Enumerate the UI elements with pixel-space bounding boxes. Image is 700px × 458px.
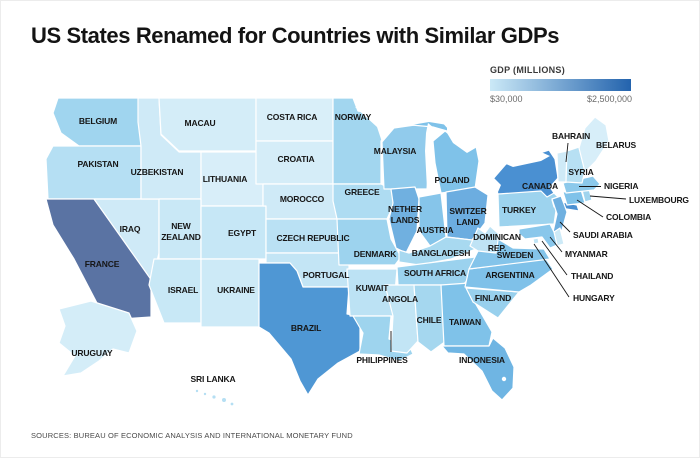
lake-2	[447, 118, 481, 153]
country-label-new-york: CANADA	[522, 181, 558, 191]
country-label-hawaii: SRI LANKA	[191, 374, 236, 384]
state-maine	[578, 116, 610, 173]
country-label-oklahoma: PORTUGAL	[303, 270, 350, 280]
country-label-maine: BELARUS	[596, 140, 637, 150]
page-title: US States Renamed for Countries with Sim…	[31, 23, 560, 48]
lakes-layer	[355, 106, 550, 382]
country-label-texas: BRAZIL	[291, 323, 321, 333]
source-note: SOURCES: BUREAU OF ECONOMIC ANALYSIS AND…	[31, 431, 353, 440]
country-label-indiana: AUSTRIA	[417, 225, 454, 235]
country-label-mississippi: ANGOLA	[382, 294, 418, 304]
state-arizona	[148, 258, 202, 324]
state-hawaii	[229, 401, 235, 407]
country-label-colorado: EGYPT	[228, 228, 257, 238]
country-label-georgia: TAIWAN	[449, 317, 481, 327]
country-label-south-dakota: CROATIA	[277, 154, 314, 164]
country-label-new-hampshire: SYRIA	[568, 167, 593, 177]
states-layer	[45, 97, 610, 407]
country-label-arkansas: KUWAIT	[356, 283, 390, 293]
state-indiana	[418, 192, 447, 247]
legend-gradient-bar	[490, 79, 631, 91]
lake-4	[506, 152, 550, 167]
country-label-pennsylvania: TURKEY	[502, 205, 537, 215]
callout-line-connecticut	[576, 199, 604, 218]
country-label-district-of-columbia: HUNGARY	[573, 293, 615, 303]
state-west-virginia	[469, 225, 500, 254]
state-hawaii	[220, 396, 228, 404]
country-label-ohio: SWITZER LAND	[449, 206, 486, 227]
state-hawaii	[211, 394, 217, 400]
gdp-legend: GDP (MILLIONS) $30,000 $2,500,000	[490, 65, 632, 104]
country-label-alaska: URUGUAY	[71, 348, 113, 358]
lake-3	[477, 177, 501, 193]
state-texas	[258, 262, 361, 396]
country-label-connecticut: COLOMBIA	[606, 212, 651, 222]
callout-line-vermont	[565, 142, 569, 163]
country-label-arizona: ISRAEL	[168, 285, 198, 295]
labels-layer: BELGIUM PAKISTAN FRANCE IRAQ UZBEKISTAN MACAU…	[71, 112, 689, 384]
country-label-maryland: THAILAND	[571, 271, 613, 281]
lake-1	[425, 123, 441, 193]
state-alabama	[413, 284, 447, 353]
country-label-minnesota: NORWAY	[335, 112, 372, 122]
country-label-utah: NEW ZEALAND	[161, 221, 201, 242]
callout-line-rhode-island	[589, 195, 627, 200]
country-label-washington: BELGIUM	[79, 116, 117, 126]
country-label-rhode-island: LUXEMBOURG	[629, 195, 689, 205]
country-label-north-dakota: COSTA RICA	[267, 112, 317, 122]
country-label-alabama: CHILE	[417, 315, 442, 325]
state-hawaii	[194, 388, 200, 394]
state-alaska	[58, 300, 138, 377]
legend-title: GDP (MILLIONS)	[490, 65, 566, 75]
country-label-illinois: NETHER LANDS	[388, 204, 422, 225]
lake-0	[355, 106, 473, 142]
country-label-virginia: SWEDEN	[497, 250, 533, 260]
country-label-kansas: CZECH REPUBLIC	[277, 233, 350, 243]
state-vermont	[556, 150, 568, 183]
country-label-nevada: IRAQ	[120, 224, 141, 234]
country-label-michigan: POLAND	[435, 175, 470, 185]
state-new-hampshire	[565, 146, 586, 184]
country-label-north-carolina: ARGENTINA	[485, 270, 534, 280]
state-district-of-columbia	[532, 237, 540, 245]
callout-line-new-jersey	[559, 221, 571, 233]
state-florida	[441, 337, 515, 401]
country-label-tennessee: SOUTH AFRICA	[404, 268, 466, 278]
state-oregon	[45, 145, 142, 200]
callout-line-maryland	[541, 240, 568, 276]
country-label-delaware: MYANMAR	[565, 249, 608, 259]
country-label-wyoming: LITHUANIA	[203, 174, 247, 184]
legend-max-label: $2,500,000	[586, 94, 632, 104]
lake-okeechobee	[501, 376, 507, 382]
state-new-jersey	[551, 195, 568, 233]
country-label-massachusetts: NIGERIA	[604, 181, 638, 191]
country-label-oregon: PAKISTAN	[78, 159, 119, 169]
country-label-california: FRANCE	[85, 259, 120, 269]
callout-line-district-of-columbia	[533, 243, 570, 298]
callout-line-delaware	[549, 236, 563, 253]
country-label-montana: MACAU	[185, 118, 216, 128]
legend-labels: $30,000 $2,500,000	[490, 94, 632, 104]
state-maryland	[518, 223, 558, 249]
legend-min-label: $30,000	[490, 94, 523, 104]
country-label-nebraska: MOROCCO	[280, 194, 325, 204]
country-label-vermont: BAHRAIN	[552, 131, 590, 141]
state-massachusetts	[562, 175, 601, 194]
country-label-west-virginia: DOMINICAN REP.	[473, 232, 521, 253]
country-label-idaho: UZBEKISTAN	[131, 167, 184, 177]
country-label-iowa: GREECE	[345, 187, 380, 197]
state-montana	[158, 97, 257, 152]
country-label-kentucky: BANGLADESH	[412, 248, 470, 258]
country-label-florida: INDONESIA	[459, 355, 505, 365]
state-hawaii	[202, 391, 208, 397]
country-label-louisiana: PHILIPPINES	[356, 355, 408, 365]
country-label-new-jersey: SAUDI ARABIA	[573, 230, 633, 240]
country-label-missouri: DENMARK	[354, 249, 397, 259]
country-label-south-carolina: FINLAND	[475, 293, 511, 303]
country-label-wisconsin: MALAYSIA	[374, 146, 416, 156]
country-label-new-mexico: UKRAINE	[217, 285, 255, 295]
